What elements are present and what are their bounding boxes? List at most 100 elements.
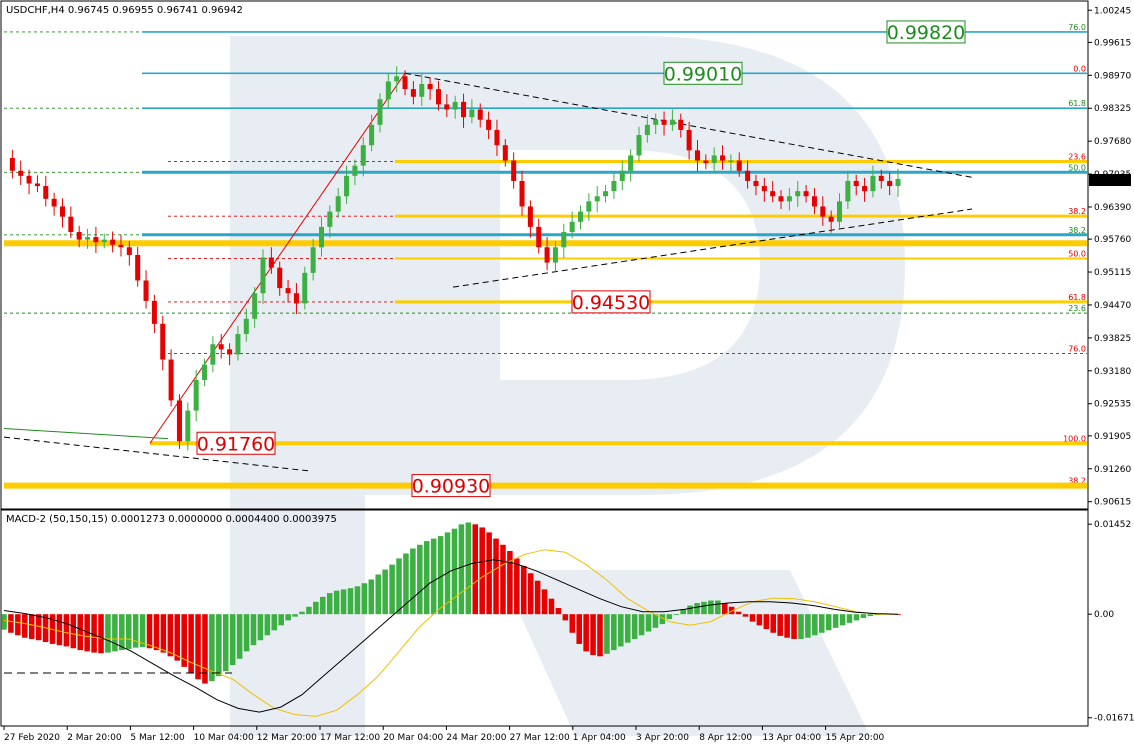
candle-body	[260, 257, 266, 294]
candle-body	[277, 267, 283, 289]
trendline	[404, 72, 976, 179]
macd-histogram-bar	[694, 603, 700, 615]
time-tick-label: 3 Apr 20:00	[636, 733, 689, 743]
candle-body	[68, 216, 74, 232]
fib-level-label: 50.0	[1068, 163, 1086, 172]
candle-body	[461, 101, 467, 118]
candle-body	[243, 318, 249, 335]
macd-histogram-bar	[22, 614, 28, 638]
price-callout-text: 0.99010	[664, 63, 743, 85]
price-callout-box	[196, 431, 276, 455]
macd-histogram-bar	[354, 586, 361, 615]
macd-histogram-bar	[285, 614, 291, 621]
candle-body	[43, 186, 49, 199]
candle-body	[711, 155, 717, 164]
candle-body	[694, 150, 700, 161]
candle-body	[444, 104, 450, 110]
macd-histogram-bar	[645, 614, 652, 632]
macd-histogram-bar	[153, 614, 160, 651]
macd-histogram-bar	[812, 614, 818, 636]
macd-histogram-bar	[749, 614, 756, 622]
price-callout-text: 0.94530	[572, 292, 651, 314]
candle-body	[720, 155, 726, 161]
trendlines	[3, 72, 976, 472]
macd-histogram-bar	[70, 614, 77, 649]
macd-histogram-bar	[728, 606, 735, 615]
time-tick-label: 17 Mar 12:00	[320, 733, 380, 743]
candle-body	[577, 211, 584, 222]
macd-histogram-bar	[326, 593, 333, 615]
trendline	[3, 427, 169, 440]
candle-body	[661, 119, 667, 125]
macd-histogram-bar	[500, 544, 506, 615]
price-tick-label: 0.95115	[1094, 268, 1131, 278]
candle-body	[318, 226, 325, 248]
candle-body	[377, 99, 383, 125]
macd-signal-line	[3, 549, 898, 717]
candle-body	[176, 400, 182, 442]
candle-body	[628, 155, 634, 171]
macd-histogram-bar	[174, 614, 181, 661]
macd-histogram-bar	[209, 614, 215, 682]
candle-body	[853, 180, 859, 187]
macd-histogram-bar	[839, 614, 846, 626]
macd-histogram-bar	[132, 614, 139, 648]
candle-body	[594, 196, 600, 202]
macd-histogram-bar	[368, 579, 375, 615]
macd-tick-label: -0.016712	[1094, 714, 1134, 724]
candle-body	[552, 247, 558, 263]
macd-histogram-bar	[278, 614, 284, 626]
candle-body	[736, 160, 742, 171]
candle-body	[845, 180, 851, 202]
macd-histogram-bar	[271, 614, 278, 631]
candle-body	[728, 160, 734, 163]
price-tick-label: 0.93825	[1094, 334, 1131, 344]
macd-histogram-bar	[659, 614, 666, 625]
price-tick-label: 1.00245	[1094, 6, 1131, 16]
time-tick-label: 8 Apr 12:00	[699, 733, 752, 743]
macd-histogram-bar	[562, 614, 569, 621]
candle-body	[795, 191, 801, 197]
macd-histogram-bar	[437, 536, 444, 615]
candle-body	[76, 231, 82, 240]
candle-body	[135, 254, 141, 281]
candle-body	[210, 344, 216, 365]
price-callout-box	[411, 474, 491, 498]
price-callout: 0.90930	[411, 474, 491, 498]
macd-histogram-bar	[784, 614, 790, 638]
candle-body	[18, 170, 24, 176]
candle-body	[569, 221, 575, 232]
macd-histogram-bar	[160, 614, 167, 653]
macd-histogram-bar	[139, 614, 146, 648]
candle-body	[410, 89, 416, 97]
price-tick-label: 0.90615	[1094, 498, 1131, 508]
current-price-marker: 0.96942	[1089, 174, 1131, 187]
time-axis: 27 Feb 2020 2 Mar 20:00 5 Mar 12:00 10 Mar …	[3, 726, 885, 743]
price-tick-label: 0.94470	[1094, 301, 1131, 311]
macd-histogram-bar	[333, 590, 340, 615]
macd-header: MACD-2 (50,150,15) 0.0001273 0.0000000 0…	[6, 514, 337, 525]
candle-body	[352, 165, 358, 176]
candle-body	[477, 109, 483, 120]
candle-body	[494, 129, 500, 146]
candle-body	[435, 89, 441, 105]
macd-histogram-bar	[98, 614, 104, 654]
main-chart-frame	[0, 0, 1089, 510]
macd-histogram-bar	[403, 553, 409, 615]
candle-body	[778, 196, 784, 202]
time-tick-label: 20 Mar 04:00	[383, 733, 443, 743]
macd-histogram-bar	[742, 614, 749, 617]
macd-histogram-bar	[250, 614, 257, 646]
candle-body	[344, 175, 350, 197]
macd-histogram-bar	[798, 614, 804, 639]
macd-histogram-bar	[493, 538, 499, 615]
macd-histogram-bar	[527, 573, 534, 615]
macd-histogram-bar	[423, 541, 430, 615]
candle-body	[34, 183, 40, 187]
macd-histogram-bar	[35, 614, 42, 641]
macd-histogram-bar	[91, 614, 97, 653]
candle-body	[93, 237, 99, 243]
macd-histogram-bar	[576, 614, 582, 644]
macd-histogram-bar	[236, 614, 243, 659]
macd-histogram-bar	[306, 606, 312, 615]
